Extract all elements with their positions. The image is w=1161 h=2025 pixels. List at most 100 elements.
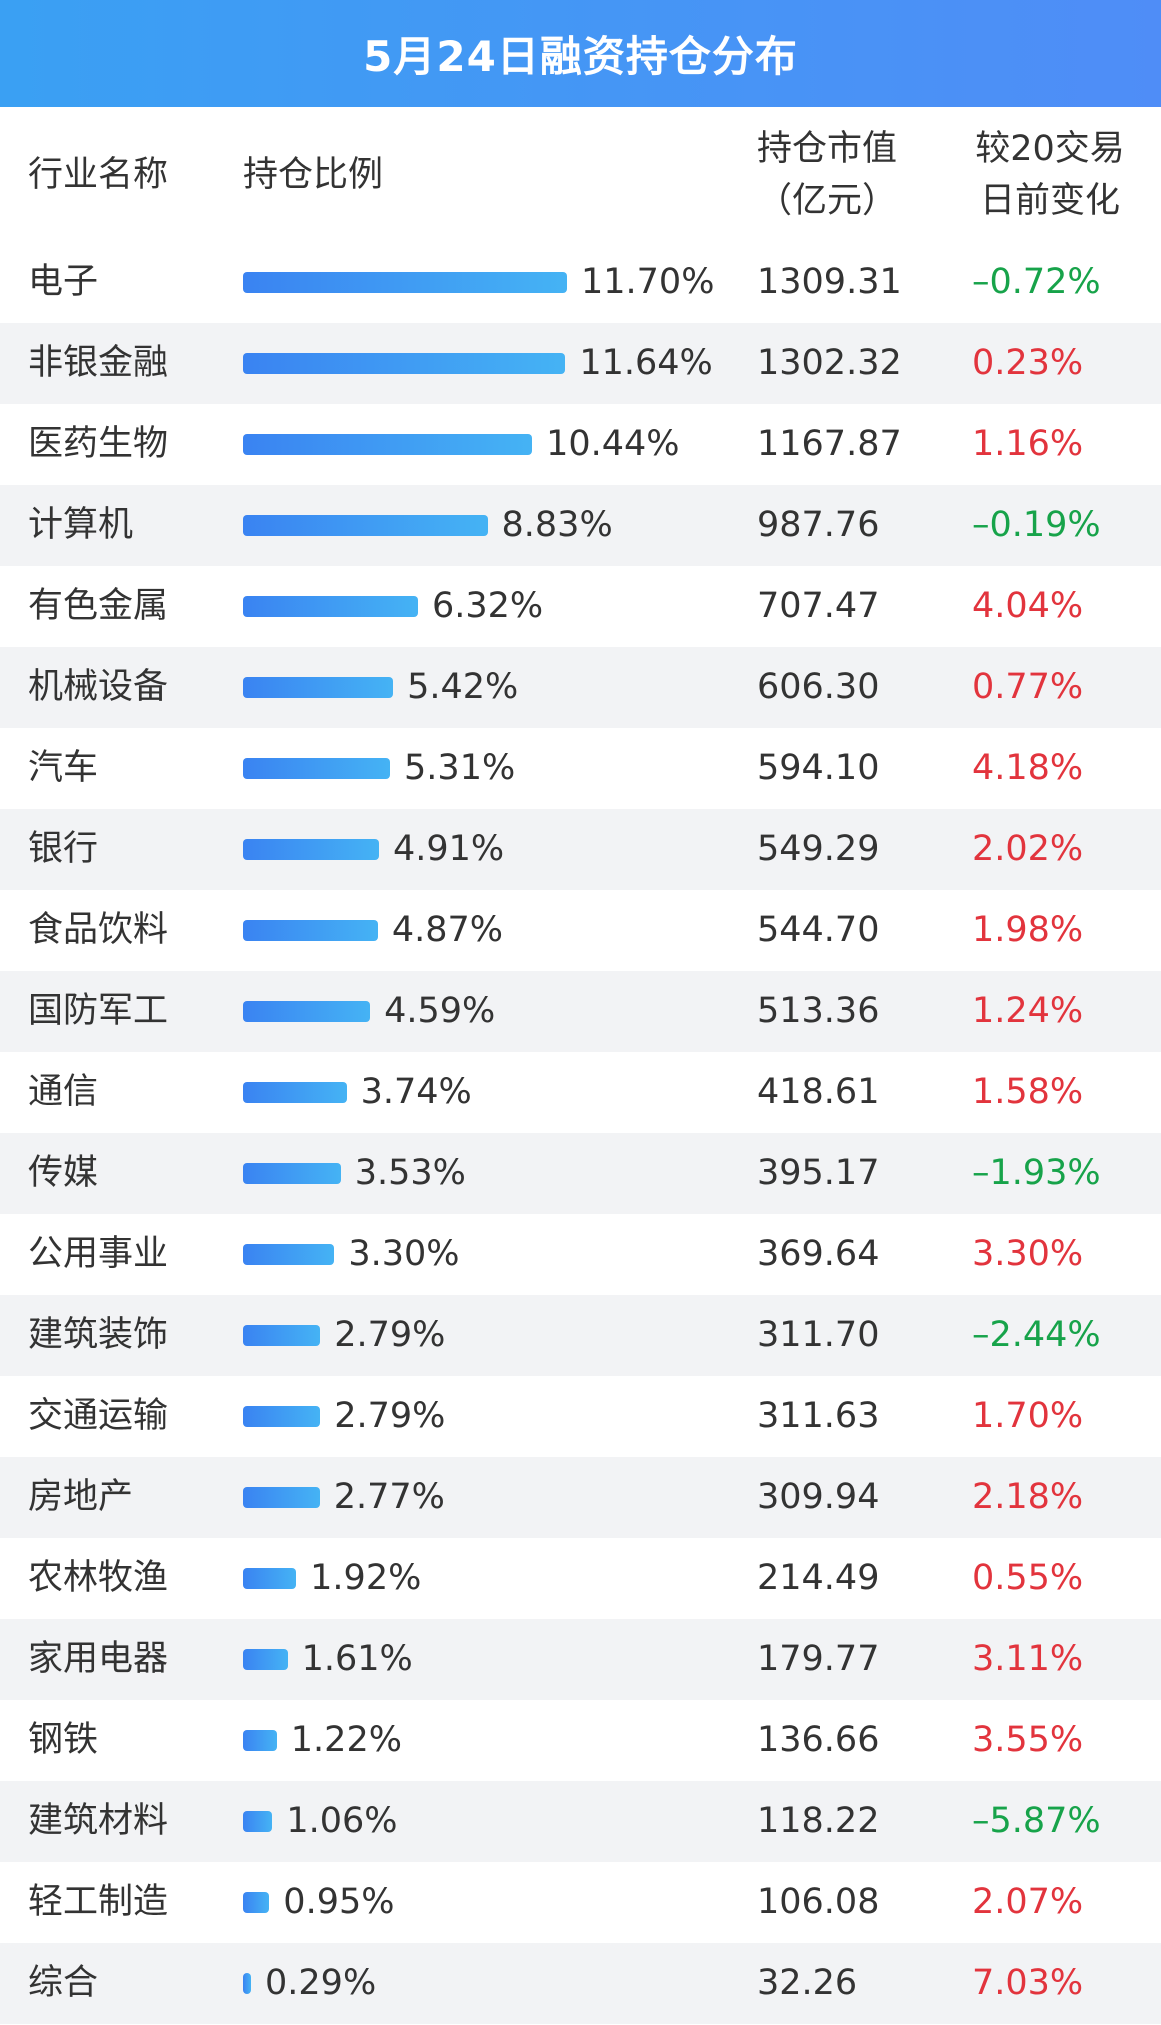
ratio-label: 11.70% [581,262,715,302]
table-row: 银行 4.91% 549.29 2.02% [0,809,1161,890]
change-value: 4.18% [972,748,1084,788]
ratio-bar [243,353,566,374]
table-row: 房地产 2.77% 309.94 2.18% [0,1457,1161,1538]
market-value: 513.36 [757,991,880,1031]
ratio-bar [243,1406,321,1427]
ratio-bar [243,1244,335,1265]
ratio-bar [243,1325,321,1346]
change-value: 0.77% [972,667,1084,707]
change-value: –0.19% [972,505,1101,545]
ratio-bar [243,1811,273,1832]
market-value: 549.29 [757,829,880,869]
ratio-bar [243,596,418,617]
change-value: –2.44% [972,1315,1101,1355]
industry-name: 计算机 [28,505,134,545]
change-value: 7.03% [972,1963,1084,2003]
table-row: 传媒 3.53% 395.17 –1.93% [0,1133,1161,1214]
table-row: 综合 0.29% 32.26 7.03% [0,1943,1161,2024]
market-value: 136.66 [757,1720,880,1760]
ratio-label: 8.83% [501,505,613,545]
industry-name: 公用事业 [28,1234,169,1274]
ratio-bar [243,434,533,455]
table-row: 轻工制造 0.95% 106.08 2.07% [0,1862,1161,1943]
change-value: 2.02% [972,829,1084,869]
industry-name: 建筑装饰 [28,1315,169,1355]
ratio-label: 5.31% [404,748,516,788]
ratio-label: 1.61% [301,1639,413,1679]
change-value: 0.23% [972,343,1084,383]
change-value: 1.16% [972,424,1084,464]
industry-name: 银行 [28,829,99,869]
market-value: 1167.87 [757,424,902,464]
table-row: 食品饮料 4.87% 544.70 1.98% [0,890,1161,971]
header-industry-name: 行业名称 [28,155,169,195]
industry-name: 钢铁 [28,1720,99,1760]
table-row: 通信 3.74% 418.61 1.58% [0,1052,1161,1133]
ratio-bar [243,272,567,293]
ratio-label: 0.95% [283,1882,395,1922]
ratio-label: 0.29% [265,1963,377,2003]
table-row: 电子 11.70% 1309.31 –0.72% [0,242,1161,323]
market-value: 309.94 [757,1477,880,1517]
change-value: –0.72% [972,262,1101,302]
market-value: 106.08 [757,1882,880,1922]
header-change-line1: 较20交易 [975,129,1125,169]
market-value: 418.61 [757,1072,880,1112]
ratio-label: 10.44% [546,424,680,464]
ratio-label: 4.87% [391,910,504,950]
table-row: 建筑材料 1.06% 118.22 –5.87% [0,1781,1161,1862]
market-value: 594.10 [757,748,880,788]
ratio-bar [243,1163,341,1184]
ratio-label: 5.42% [407,667,519,707]
industry-name: 通信 [28,1072,99,1112]
ratio-label: 4.59% [384,991,496,1031]
ratio-bar [243,1730,277,1751]
industry-name: 非银金融 [28,343,169,383]
table-row: 有色金属 6.32% 707.47 4.04% [0,566,1161,647]
market-value: 311.63 [757,1396,880,1436]
ratio-bar [243,1973,252,1994]
change-value: 2.07% [972,1882,1084,1922]
market-value: 32.26 [757,1963,858,2003]
market-value: 707.47 [757,586,880,626]
table-row: 汽车 5.31% 594.10 4.18% [0,728,1161,809]
ratio-bar [243,1568,297,1589]
ratio-label: 2.77% [333,1477,445,1517]
industry-name: 综合 [28,1963,99,2003]
ratio-label: 1.92% [310,1558,422,1598]
header-change-line2: 日前变化 [979,181,1120,221]
industry-name: 建筑材料 [28,1801,169,1841]
industry-name: 传媒 [28,1153,99,1193]
chart-title: 5月24日融资持仓分布 [0,0,1161,107]
change-value: 1.98% [972,910,1084,950]
market-value: 544.70 [757,910,880,950]
change-value: 1.70% [972,1396,1084,1436]
ratio-bar [243,1649,288,1670]
change-value: 3.30% [972,1234,1084,1274]
ratio-bar [243,839,379,860]
ratio-label: 11.64% [579,343,713,383]
change-value: 2.18% [972,1477,1084,1517]
industry-name: 国防军工 [28,991,169,1031]
change-value: 3.11% [972,1639,1084,1679]
change-value: –1.93% [972,1153,1101,1193]
table-row: 农林牧渔 1.92% 214.49 0.55% [0,1538,1161,1619]
market-value: 1302.32 [757,343,902,383]
market-value: 179.77 [757,1639,880,1679]
industry-name: 食品饮料 [28,910,169,950]
change-value: 4.04% [972,586,1084,626]
ratio-label: 4.91% [392,829,505,869]
table-row: 公用事业 3.30% 369.64 3.30% [0,1214,1161,1295]
market-value: 1309.31 [757,262,902,302]
ratio-bar [243,1892,270,1913]
ratio-bar [243,677,394,698]
industry-name: 轻工制造 [28,1882,169,1922]
header-market-value-line2: （亿元） [757,181,898,221]
table-row: 非银金融 11.64% 1302.32 0.23% [0,323,1161,404]
market-value: 395.17 [757,1153,880,1193]
market-value: 606.30 [757,667,880,707]
ratio-label: 3.53% [354,1153,466,1193]
header-market-value: 持仓市值 （亿元） [757,123,957,227]
ratio-label: 1.06% [286,1801,398,1841]
industry-name: 电子 [28,262,99,302]
